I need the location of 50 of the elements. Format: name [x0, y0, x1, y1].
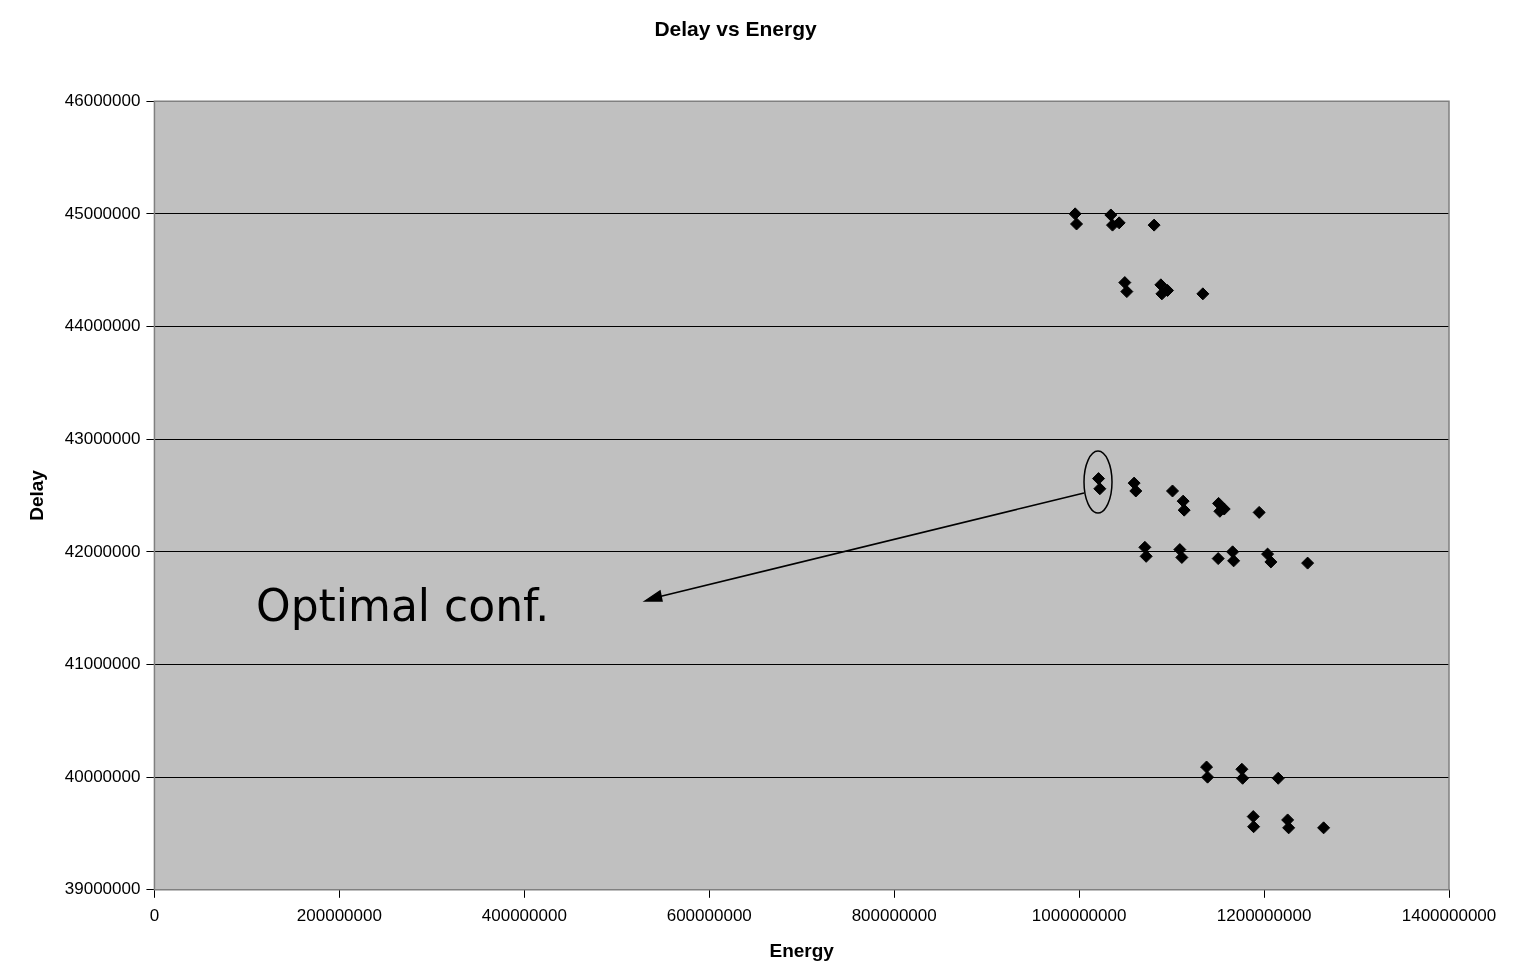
point: [1161, 283, 1175, 297]
point: [1301, 556, 1315, 570]
y-tick-label: 46000000: [64, 90, 141, 110]
point: [1177, 503, 1191, 517]
y-tick-label: 40000000: [64, 766, 141, 786]
x-tick-label: 0: [149, 905, 160, 925]
point: [1282, 821, 1296, 835]
point: [1264, 555, 1278, 569]
y-tick-label: 44000000: [64, 316, 141, 336]
x-tick-label: 600000000: [666, 905, 752, 925]
point: [1236, 771, 1250, 785]
point: [1201, 770, 1215, 784]
annotation: Optimal conf.: [256, 580, 550, 632]
point: [1166, 484, 1180, 498]
point: [1247, 820, 1261, 834]
point: [1200, 760, 1214, 774]
x-tick-label: 400000000: [481, 905, 567, 925]
y-tick-label: 45000000: [64, 203, 141, 223]
point: [1120, 285, 1134, 299]
x-tick-label: 1000000000: [1031, 905, 1127, 925]
point: [1138, 540, 1152, 554]
point: [1246, 810, 1260, 824]
point: [1068, 207, 1082, 221]
point: [1118, 276, 1132, 290]
point: [1317, 821, 1331, 835]
x-tick-label: 1400000000: [1401, 905, 1497, 925]
x-tick-label: 1200000000: [1216, 905, 1312, 925]
y-tick-label: 43000000: [64, 428, 141, 448]
point: [1070, 217, 1084, 231]
x-tick-label: 200000000: [296, 905, 382, 925]
y-tick-label: 39000000: [64, 879, 141, 899]
point: [1176, 494, 1190, 508]
chart-title: Delay vs Energy: [654, 17, 817, 41]
point: [1092, 472, 1106, 486]
point: [1093, 482, 1107, 496]
point: [1175, 550, 1189, 564]
point: [1147, 218, 1161, 232]
point: [1129, 484, 1143, 498]
point: [1104, 208, 1118, 222]
x-tick-label: 800000000: [851, 905, 937, 925]
point: [1211, 552, 1225, 566]
x-axis-title: Energy: [769, 939, 835, 961]
y-tick-label: 42000000: [64, 541, 141, 561]
y-tick-label: 41000000: [64, 654, 141, 674]
point: [1227, 554, 1241, 568]
point: [1271, 771, 1285, 785]
point: [1196, 287, 1210, 301]
y-axis-title: Delay: [25, 469, 47, 521]
point: [1252, 505, 1266, 519]
point: [1112, 216, 1126, 230]
